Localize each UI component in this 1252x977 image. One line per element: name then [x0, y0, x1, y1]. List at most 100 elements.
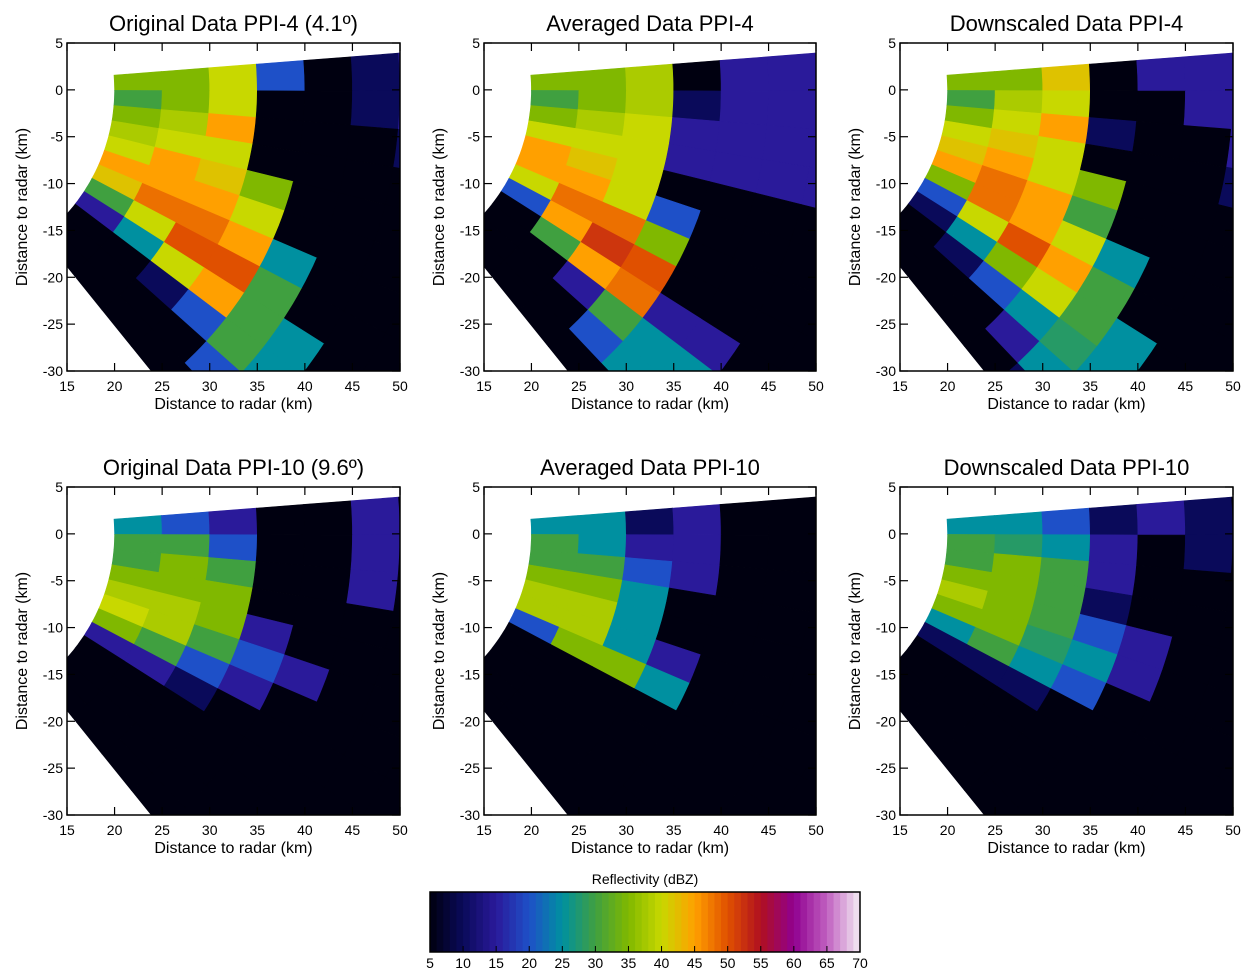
cell	[994, 68, 1042, 91]
colorbar-segment	[562, 892, 569, 952]
colorbar-segment	[430, 892, 437, 952]
cell	[351, 497, 400, 535]
colorbar-segment	[622, 892, 629, 952]
colorbar-segment	[675, 892, 682, 952]
x-axis-label: Distance to radar (km)	[154, 840, 312, 857]
cell	[1053, 876, 1115, 938]
colorbar-segment	[450, 892, 457, 952]
colorbar-segment	[714, 892, 721, 952]
y-axis-label: Distance to radar (km)	[431, 128, 448, 286]
x-tick-label: 50	[392, 378, 408, 394]
cell	[1042, 508, 1091, 535]
chart-title: Averaged Data PPI-10	[540, 455, 760, 480]
colorbar-segment	[443, 892, 450, 952]
colorbar-tick-label: 30	[588, 955, 604, 971]
y-tick-label: -15	[460, 222, 480, 238]
cell	[625, 508, 673, 535]
y-tick-label: 0	[888, 526, 896, 542]
x-tick-label: 40	[1130, 378, 1146, 394]
cell	[625, 535, 673, 562]
colorbar-segment	[787, 892, 794, 952]
y-tick-label: 5	[472, 35, 480, 51]
colorbar-segment	[728, 892, 735, 952]
chart-title: Averaged Data PPI-4	[546, 11, 754, 36]
x-tick-label: 35	[249, 822, 265, 838]
x-tick-label: 45	[761, 822, 777, 838]
colorbar-segment	[794, 892, 801, 952]
colorbar-segment	[483, 892, 490, 952]
x-tick-label: 35	[666, 822, 682, 838]
y-axis-label: Distance to radar (km)	[14, 128, 31, 286]
colorbar-tick-label: 55	[753, 955, 769, 971]
colorbar-segment	[734, 892, 741, 952]
cell	[1089, 504, 1138, 535]
cell	[625, 64, 673, 91]
colorbar-segment	[509, 892, 516, 952]
x-tick-label: 45	[1178, 378, 1194, 394]
cell	[1089, 91, 1138, 122]
cell	[720, 91, 769, 125]
cell	[947, 516, 995, 535]
y-tick-label: 0	[55, 82, 63, 98]
cell	[767, 53, 816, 91]
cell	[531, 516, 579, 535]
cell	[304, 57, 353, 91]
y-axis-label: Distance to radar (km)	[14, 572, 31, 730]
colorbar-segment	[542, 892, 549, 952]
x-tick-label: 15	[476, 822, 492, 838]
colorbar-segment	[781, 892, 788, 952]
colorbar-segment	[556, 892, 563, 952]
cell	[1137, 535, 1186, 569]
colorbar-segment	[569, 892, 576, 952]
x-tick-label: 50	[808, 378, 824, 394]
y-tick-label: -25	[876, 316, 896, 332]
cell	[1184, 535, 1233, 573]
y-tick-label: -5	[468, 573, 481, 589]
cell	[815, 49, 864, 91]
x-tick-label: 25	[571, 378, 587, 394]
x-tick-label: 45	[345, 822, 361, 838]
colorbar-segment	[754, 892, 761, 952]
colorbar-segment	[655, 892, 662, 952]
cell	[398, 535, 447, 577]
x-tick-label: 20	[107, 378, 123, 394]
colorbar-segment	[628, 892, 635, 952]
y-tick-label: 5	[55, 35, 63, 51]
colorbar-segment	[602, 892, 609, 952]
y-tick-label: -15	[43, 666, 63, 682]
cell	[256, 91, 305, 122]
x-tick-label: 50	[392, 822, 408, 838]
colorbar-segment	[576, 892, 583, 952]
y-axis-label: Distance to radar (km)	[847, 128, 864, 286]
y-tick-label: -20	[460, 713, 480, 729]
cell	[209, 91, 258, 118]
colorbar-segment	[582, 892, 589, 952]
cell	[531, 72, 579, 91]
cell	[304, 91, 353, 125]
cell	[767, 91, 816, 129]
chart-title: Downscaled Data PPI-10	[944, 455, 1190, 480]
y-tick-label: -20	[876, 269, 896, 285]
x-tick-label: 20	[107, 822, 123, 838]
colorbar-segment	[721, 892, 728, 952]
y-tick-label: 0	[472, 82, 480, 98]
x-tick-label: 45	[1178, 822, 1194, 838]
colorbar-tick-label: 15	[488, 955, 504, 971]
x-tick-label: 20	[524, 378, 540, 394]
colorbar-segment	[529, 892, 536, 952]
x-tick-label: 30	[1035, 822, 1051, 838]
x-tick-label: 40	[713, 822, 729, 838]
cell	[1184, 91, 1233, 129]
cell	[862, 46, 911, 92]
cell	[947, 72, 995, 91]
colorbar-segment	[589, 892, 596, 952]
cell	[767, 535, 816, 573]
cell	[1042, 91, 1091, 118]
colorbar-segment	[774, 892, 781, 952]
cell	[351, 91, 400, 129]
cell	[256, 60, 305, 91]
y-tick-label: -15	[876, 666, 896, 682]
cells	[876, 490, 1252, 972]
x-tick-label: 25	[987, 378, 1003, 394]
